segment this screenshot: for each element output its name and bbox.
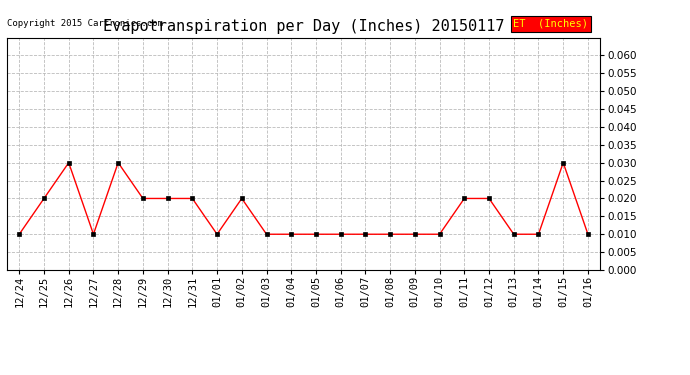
Text: ET  (Inches): ET (Inches): [513, 19, 589, 29]
Text: Copyright 2015 Cartronics.com: Copyright 2015 Cartronics.com: [7, 19, 163, 28]
Text: Evapotranspiration per Day (Inches) 20150117: Evapotranspiration per Day (Inches) 2015…: [103, 19, 504, 34]
